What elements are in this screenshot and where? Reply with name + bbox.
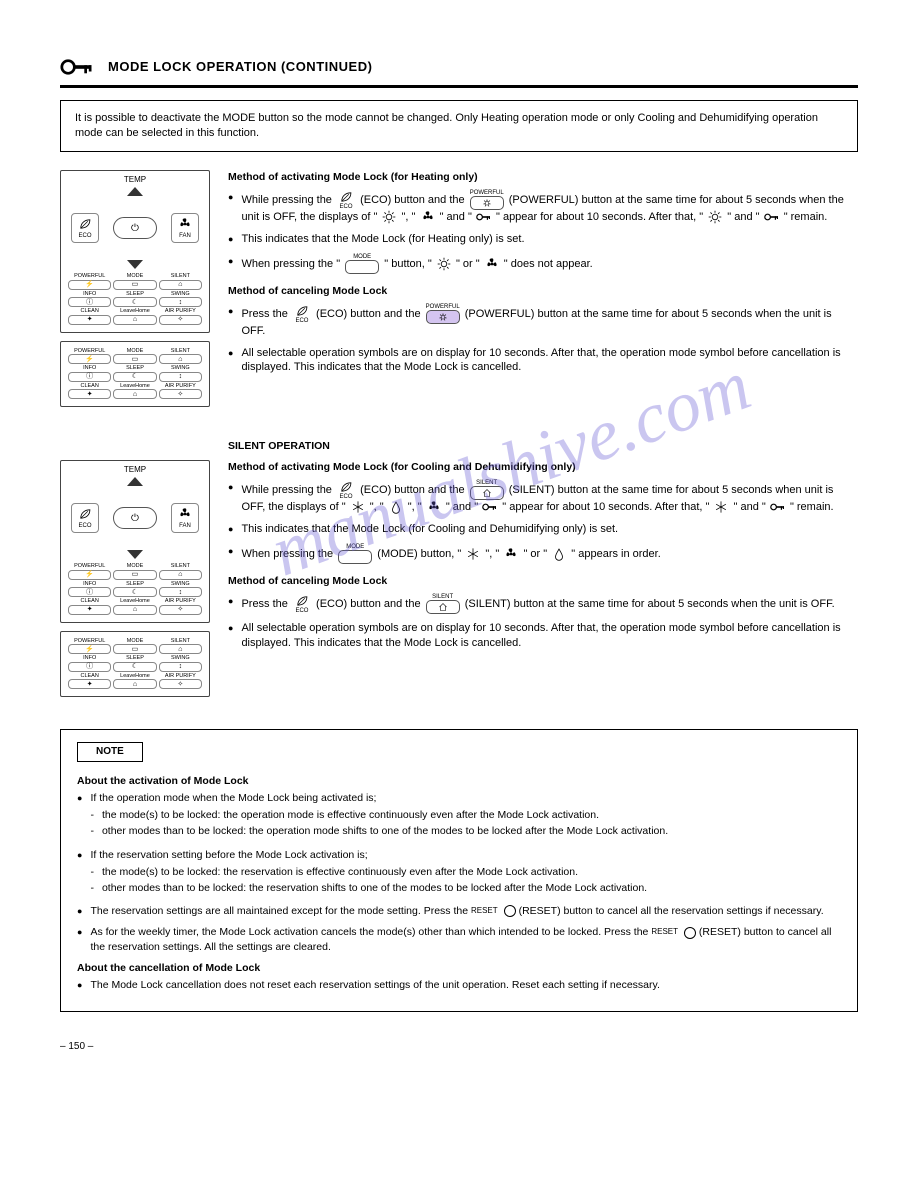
lead-box: It is possible to deactivate the MODE bu… — [60, 100, 858, 152]
bullet: While pressing the ECO (ECO) button and … — [228, 190, 858, 225]
snow-icon — [713, 500, 729, 514]
remote-illustration: TEMP ECO ⏻ FAN POWERFUL⚡ MODE▭ SILENT⌂ I… — [60, 460, 210, 623]
note-heading: About the cancellation of Mode Lock — [77, 961, 841, 975]
mode-button-icon: MODE — [338, 544, 372, 564]
title-rule — [60, 85, 858, 88]
fan-icon — [420, 210, 436, 224]
drop-icon — [388, 500, 404, 514]
remote-illustration-small: POWERFUL⚡ MODE▭ SILENT⌂ INFOⓘ SLEEP☾ SWI… — [60, 631, 210, 698]
sun-icon — [436, 257, 452, 271]
section-heating-lock: TEMP ECO ⏻ FAN POWERFUL⚡ MODE▭ SILENT⌂ I… — [60, 170, 858, 416]
bullet: All selectable operation symbols are on … — [228, 346, 858, 376]
reset-icon: RESET — [651, 927, 696, 939]
bullet: If the operation mode when the Mode Lock… — [77, 791, 841, 841]
fan-icon — [426, 500, 442, 514]
bullet: Press the ECO (ECO) button and the SILEN… — [228, 594, 858, 614]
bullet: All selectable operation symbols are on … — [228, 621, 858, 651]
remote-illustration-small: POWERFUL⚡ MODE▭ SILENT⌂ INFOⓘ SLEEP☾ SWI… — [60, 341, 210, 408]
heading-cancel: Method of canceling Mode Lock — [228, 574, 858, 588]
reset-icon: RESET — [471, 905, 516, 917]
key-icon — [482, 500, 498, 514]
snow-icon — [350, 500, 366, 514]
snow-icon — [465, 547, 481, 561]
powerful-button-icon: POWERFUL — [426, 304, 460, 324]
section-silent: SILENT OPERATION TEMP ECO ⏻ FAN POWERFUL… — [60, 439, 858, 705]
fan-icon — [503, 547, 519, 561]
key-icon — [764, 210, 780, 224]
remote-illustration: TEMP ECO ⏻ FAN POWERFUL⚡ MODE▭ SILENT⌂ I… — [60, 170, 210, 333]
powerful-button-icon: POWERFUL — [470, 190, 504, 210]
bullet: If the reservation setting before the Mo… — [77, 848, 841, 898]
fan-icon — [484, 257, 500, 271]
bullet: While pressing the ECO (ECO) button and … — [228, 480, 858, 515]
bullet: The reservation settings are all maintai… — [77, 904, 841, 918]
bullet: When pressing the " MODE " button, " " o… — [228, 254, 858, 274]
eco-button-icon: ECO — [337, 480, 355, 500]
section-title: SILENT OPERATION — [228, 439, 858, 453]
heading-activate-heating: Method of activating Mode Lock (for Heat… — [228, 170, 858, 184]
bullet: This indicates that the Mode Lock (for C… — [228, 522, 858, 537]
heading-activate-cooling: Method of activating Mode Lock (for Cool… — [228, 460, 858, 474]
key-icon — [770, 500, 786, 514]
page-title: MODE LOCK OPERATION (CONTINUED) — [108, 58, 372, 76]
bullet: When pressing the MODE (MODE) button, " … — [228, 544, 858, 564]
eco-button-icon: ECO — [337, 190, 355, 210]
sun-icon — [707, 210, 723, 224]
mode-button-icon: MODE — [345, 254, 379, 274]
eco-button-icon: ECO — [293, 594, 311, 614]
bullet: The Mode Lock cancellation does not rese… — [77, 978, 841, 992]
page-number: – 150 – — [60, 1040, 858, 1054]
note-heading: About the activation of Mode Lock — [77, 774, 841, 788]
note-label: NOTE — [77, 742, 143, 762]
silent-button-icon: SILENT — [426, 594, 460, 614]
drop-icon — [551, 547, 567, 561]
note-box: NOTE About the activation of Mode Lock I… — [60, 729, 858, 1012]
eco-button-icon: ECO — [293, 304, 311, 324]
bullet: Press the ECO (ECO) button and the POWER… — [228, 304, 858, 339]
silent-button-icon: SILENT — [470, 480, 504, 500]
sun-icon — [381, 210, 397, 224]
heading-cancel: Method of canceling Mode Lock — [228, 284, 858, 298]
page-title-row: MODE LOCK OPERATION (CONTINUED) — [60, 55, 858, 79]
bullet: This indicates that the Mode Lock (for H… — [228, 232, 858, 247]
key-icon — [476, 210, 492, 224]
key-icon — [60, 55, 96, 79]
bullet: As for the weekly timer, the Mode Lock a… — [77, 925, 841, 953]
